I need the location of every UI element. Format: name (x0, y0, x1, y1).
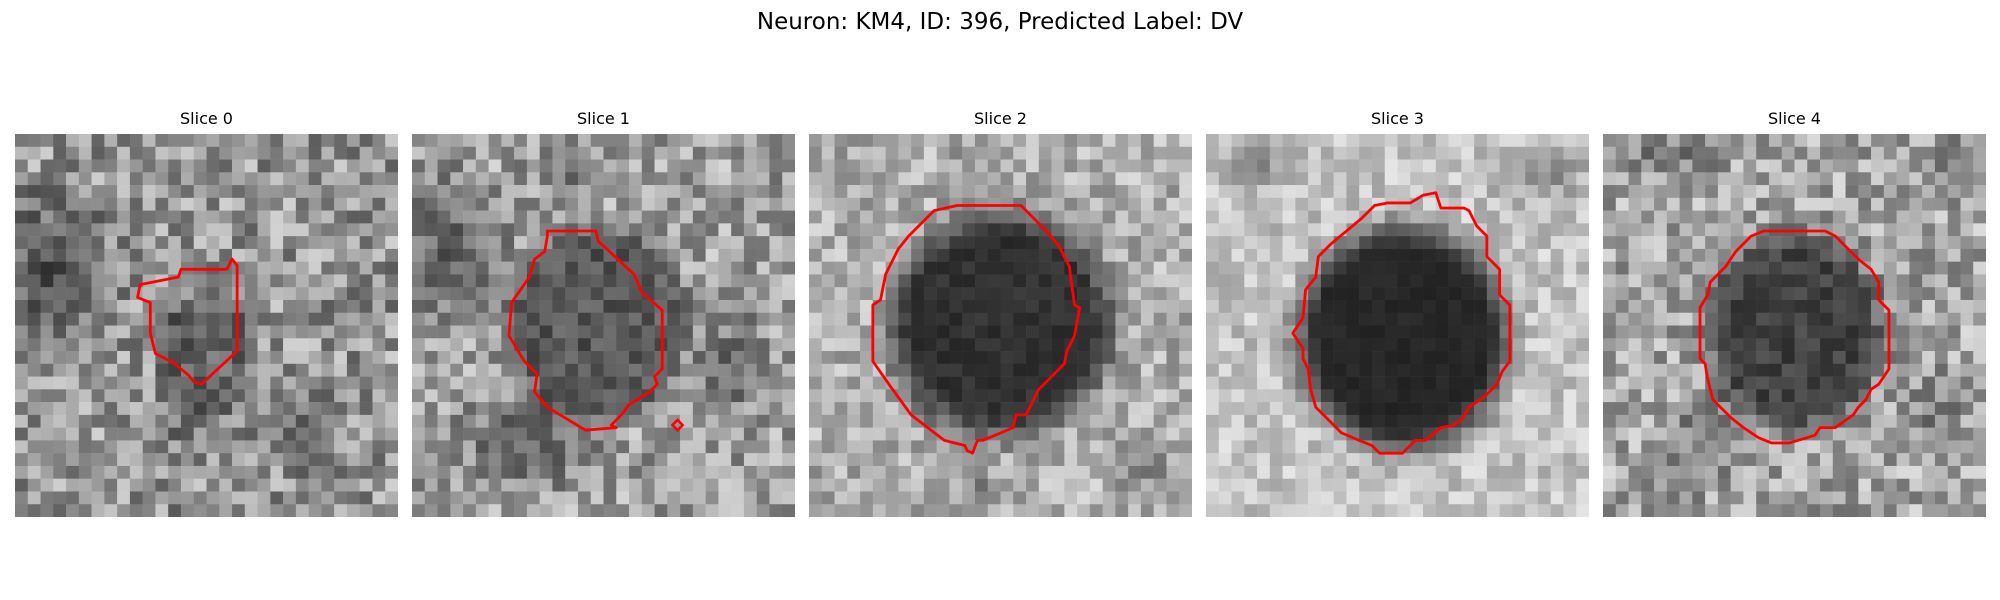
slice-panel-2: Slice 2 (809, 110, 1192, 517)
slice-panel-1: Slice 1 (412, 110, 795, 517)
slice-image-3 (1206, 134, 1589, 517)
slice-title-4: Slice 4 (1768, 109, 1821, 128)
segmentation-contour-4 (1698, 229, 1891, 445)
slice-image-0 (15, 134, 398, 517)
slice-title-2: Slice 2 (974, 109, 1027, 128)
slice-image-1 (412, 134, 795, 517)
segmentation-contour-0 (136, 257, 239, 386)
slice-panel-4: Slice 4 (1603, 110, 1986, 517)
slice-title-3: Slice 3 (1371, 109, 1424, 128)
image-pixels-2 (809, 134, 1192, 517)
image-pixels-1 (412, 134, 795, 517)
segmentation-contour-1 (507, 229, 664, 432)
figure-title: Neuron: KM4, ID: 396, Predicted Label: D… (756, 9, 1244, 35)
slice-title-0: Slice 0 (180, 109, 233, 128)
image-pixels-0 (15, 134, 398, 517)
image-pixels-3 (1206, 134, 1589, 517)
slice-title-1: Slice 1 (577, 109, 630, 128)
slice-image-2 (809, 134, 1192, 517)
slice-image-4 (1603, 134, 1986, 517)
slice-panel-0: Slice 0 (15, 110, 398, 517)
slice-panel-3: Slice 3 (1206, 110, 1589, 517)
segmentation-contour-3 (1291, 191, 1512, 455)
segmentation-contour-fragment (670, 418, 685, 432)
segmentation-contour-2 (871, 204, 1082, 455)
image-pixels-4 (1603, 134, 1986, 517)
